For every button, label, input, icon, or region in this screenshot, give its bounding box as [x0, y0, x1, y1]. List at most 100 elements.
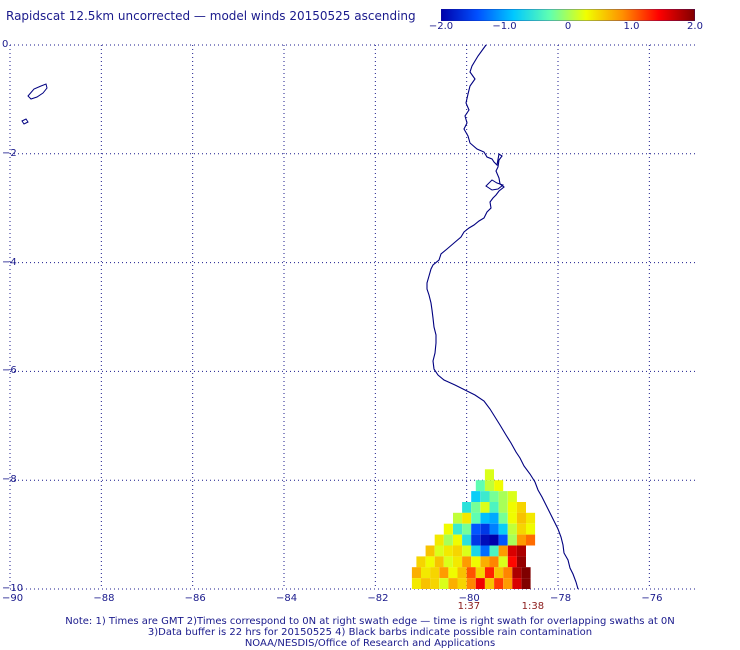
y-tick-label: 0 — [2, 39, 9, 50]
wind-cell — [434, 556, 444, 568]
x-tick-label: −80 — [458, 593, 480, 604]
wind-swath — [411, 469, 536, 589]
wind-cell — [453, 512, 463, 524]
wind-cell — [475, 578, 485, 589]
wind-cell — [516, 534, 526, 546]
wind-cell — [443, 534, 453, 546]
x-tick-label: −78 — [550, 593, 572, 604]
wind-cell — [507, 556, 517, 568]
colorbar-tick: 0 — [564, 21, 572, 32]
wind-cell — [489, 556, 499, 568]
wind-cell — [507, 545, 517, 557]
island-1 — [27, 83, 48, 100]
wind-cell — [498, 556, 508, 568]
wind-cell — [480, 512, 490, 524]
wind-cell — [480, 545, 490, 557]
y-tick-label: −10 — [2, 583, 24, 594]
coastal-inlet — [485, 179, 505, 191]
x-tick-label: −86 — [184, 593, 206, 604]
wind-cell — [489, 502, 499, 513]
x-tick-label: −84 — [276, 593, 298, 604]
wind-cell — [434, 545, 444, 557]
colorbar-tick: 2.0 — [687, 21, 703, 32]
colorbar-tick: −2.0 — [428, 21, 454, 32]
note-line-1: Note: 1) Times are GMT 2)Times correspon… — [65, 616, 675, 627]
wind-cell — [494, 480, 504, 492]
x-tick-label: −90 — [2, 593, 24, 604]
map-title: Rapidscat 12.5km uncorrected — model win… — [6, 9, 416, 23]
wind-cell — [484, 469, 494, 481]
wind-cell — [489, 545, 499, 557]
wind-cell — [448, 578, 458, 589]
note-line-2: 3)Data buffer is 22 hrs for 20150525 4) … — [147, 627, 593, 638]
wind-cell — [421, 567, 431, 579]
wind-cell — [471, 545, 481, 557]
wind-cell — [466, 567, 476, 579]
y-tick-label: −4 — [2, 256, 17, 268]
wind-cell — [462, 545, 472, 557]
footnotes: Note: 1) Times are GMT 2)Times correspon… — [0, 616, 740, 649]
wind-cell — [453, 534, 463, 546]
wind-cell — [453, 545, 463, 557]
wind-cell — [489, 491, 499, 502]
wind-cell — [507, 502, 517, 513]
wind-cell — [498, 523, 508, 535]
wind-cell — [457, 578, 467, 589]
wind-cell — [503, 567, 513, 579]
grid-lines — [9, 44, 695, 590]
wind-cell — [526, 523, 536, 535]
wind-cell — [439, 578, 449, 589]
wind-cell — [471, 523, 481, 535]
x-tick-label: −82 — [367, 593, 389, 604]
wind-cell — [507, 534, 517, 546]
y-tick-label: −2 — [2, 147, 17, 159]
wind-cell — [498, 491, 508, 502]
wind-cell — [507, 491, 517, 502]
wind-cell — [462, 512, 472, 524]
wind-cell — [443, 556, 453, 568]
swath-time-label: 1:38 — [521, 601, 545, 612]
wind-cell — [471, 556, 481, 568]
wind-cell — [439, 567, 449, 579]
x-tick-label: −88 — [93, 593, 115, 604]
wind-cell — [526, 512, 536, 524]
wind-cell — [498, 545, 508, 557]
wind-cell — [453, 556, 463, 568]
wind-cell — [526, 534, 536, 546]
wind-cell — [484, 567, 494, 579]
wind-cell — [471, 491, 481, 502]
note-line-3: NOAA/NESDIS/Office of Research and Appli… — [244, 638, 496, 649]
wind-cell — [480, 556, 490, 568]
colorbar-tick: −1.0 — [492, 21, 517, 32]
x-tick-label: −76 — [641, 593, 663, 604]
wind-cell — [498, 502, 508, 513]
wind-cell — [453, 523, 463, 535]
wind-cell — [516, 512, 526, 524]
wind-cell — [466, 578, 476, 589]
wind-cell — [516, 502, 526, 513]
island-2 — [21, 118, 29, 125]
wind-cell — [443, 545, 453, 557]
wind-cell — [430, 578, 440, 589]
wind-cell — [516, 523, 526, 535]
wind-cell — [498, 512, 508, 524]
colorbar — [441, 9, 695, 21]
wind-cell — [475, 567, 485, 579]
y-tick-label: −6 — [2, 365, 17, 377]
wind-cell — [425, 556, 435, 568]
wind-cell — [516, 556, 526, 568]
wind-cell — [475, 480, 485, 492]
wind-cell — [471, 512, 481, 524]
wind-cell — [498, 534, 508, 546]
wind-cell — [462, 523, 472, 535]
swath-time-label: 1:37 — [457, 601, 481, 612]
wind-cell — [494, 578, 504, 589]
plot-frame — [10, 45, 695, 589]
wind-cell — [503, 578, 513, 589]
wind-cell — [512, 567, 522, 579]
wind-cell — [480, 534, 490, 546]
wind-cell — [480, 523, 490, 535]
wind-cell — [448, 567, 458, 579]
wind-cell — [480, 502, 490, 513]
wind-cell — [416, 556, 426, 568]
